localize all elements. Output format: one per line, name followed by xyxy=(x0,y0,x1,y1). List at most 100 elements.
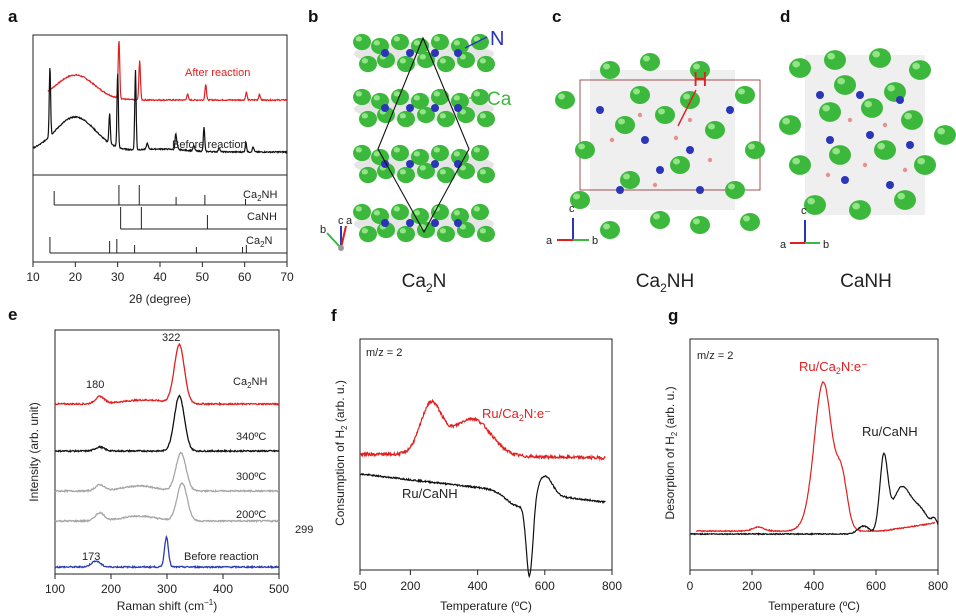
ca-atom xyxy=(471,144,489,162)
canh-crystal-structure xyxy=(779,48,956,220)
panel-g-x-axis-label: Temperature (ºC) xyxy=(768,599,860,613)
n-atom xyxy=(866,131,874,139)
panel-f: f m/z = 2 Ru/Ca2N:e⁻ Ru/CaNH 50 200 400 600… xyxy=(331,306,622,613)
panel-f-label: f xyxy=(331,306,337,325)
ca2n-unit-cell xyxy=(377,36,470,234)
ca-atom-highlight xyxy=(683,93,690,100)
ca-atom-highlight xyxy=(827,52,836,60)
x-tick-label: 0 xyxy=(687,579,694,593)
trace-label-340c: 340ºC xyxy=(236,431,266,443)
panel-e-x-ticks: 100 200 300 400 500 xyxy=(45,574,289,596)
ca-atom-highlight xyxy=(618,118,625,125)
ca-atom-highlight xyxy=(361,169,368,175)
ca-atom-highlight xyxy=(433,91,440,97)
h-atom xyxy=(707,157,713,163)
ca-atom xyxy=(735,86,755,104)
ca-atom xyxy=(789,155,811,175)
ca-atom xyxy=(391,144,409,162)
x-tick-label: 200 xyxy=(742,579,762,593)
ca2nh-cell-edge xyxy=(579,79,761,191)
ca-atom xyxy=(655,106,675,124)
panel-g: g m/z = 2 Ru/Ca2N:e⁻ Ru/CaNH 0 200 400 600 8… xyxy=(663,306,948,613)
ca-atom-highlight xyxy=(459,109,466,115)
ca-atom-highlight xyxy=(872,50,881,58)
n-atom xyxy=(886,181,894,189)
peak-173-label: 173 xyxy=(82,551,100,563)
x-tick-label: 10 xyxy=(26,270,40,284)
ca-atom xyxy=(894,190,916,210)
ca-atom-highlight xyxy=(399,169,406,175)
raman-trace xyxy=(54,394,280,454)
ca-atom xyxy=(640,53,660,71)
ca-atom-highlight xyxy=(393,206,400,212)
ref-label-canh: CaNH xyxy=(247,211,277,223)
x-tick-label: 600 xyxy=(866,579,886,593)
panel-e-label: e xyxy=(8,305,17,324)
x-tick-label: 400 xyxy=(468,579,488,593)
ca-atom-highlight xyxy=(453,151,460,157)
x-tick-label: 40 xyxy=(153,270,167,284)
ca-atom-highlight xyxy=(573,193,580,200)
ca-atom-highlight xyxy=(373,95,380,101)
x-tick-label: 100 xyxy=(45,582,65,596)
x-tick-label: 50 xyxy=(196,270,210,284)
ca-atom xyxy=(397,110,415,128)
ca-atom xyxy=(874,140,896,160)
ca-atom-highlight xyxy=(479,58,486,64)
ca-atom xyxy=(437,225,455,243)
n-atom xyxy=(381,219,389,227)
n-atom xyxy=(656,166,664,174)
n-atom xyxy=(381,104,389,112)
ca-atom xyxy=(353,33,371,51)
n-atom xyxy=(726,106,734,114)
h-pointer-arrow xyxy=(677,89,697,127)
ca-atom xyxy=(575,141,595,159)
ca-atom-highlight xyxy=(807,197,816,205)
panel-b-label: b xyxy=(308,7,318,26)
ca2n-crystal-structure xyxy=(353,33,495,243)
ca-atom xyxy=(431,144,449,162)
ca-atom-highlight xyxy=(373,151,380,157)
ca-atom-highlight xyxy=(473,36,480,42)
axis-b: b xyxy=(823,239,829,251)
canh-cell xyxy=(805,55,925,215)
n-atom xyxy=(406,104,414,112)
ca-atom-highlight xyxy=(708,123,715,130)
n-atom xyxy=(816,91,824,99)
ca-atom-highlight xyxy=(653,213,660,220)
x-tick-label: 800 xyxy=(602,579,622,593)
panel-c: c H c a b Ca2NH xyxy=(546,7,765,295)
n-atom xyxy=(454,104,462,112)
peak-322-label: 322 xyxy=(162,332,180,344)
ca-atom-highlight xyxy=(459,54,466,60)
ca-atom-highlight xyxy=(782,117,791,125)
ca-atom-highlight xyxy=(433,147,440,153)
n-atom xyxy=(686,146,694,154)
h-atom xyxy=(687,117,693,123)
n-atom xyxy=(454,219,462,227)
panel-e-x-axis-label: Raman shift (cm−1) xyxy=(117,598,217,613)
tpd-red-trace xyxy=(696,381,936,533)
ca-atom-highlight xyxy=(473,206,480,212)
n-atom xyxy=(616,186,624,194)
n-atom xyxy=(406,160,414,168)
before-reaction-label: Before reaction xyxy=(172,139,247,151)
ca-atom xyxy=(819,102,841,122)
x-tick-label: 300 xyxy=(157,582,177,596)
ca-atom-highlight xyxy=(558,93,565,100)
ca-atom-highlight xyxy=(917,157,926,165)
ca-atom-highlight xyxy=(728,183,735,190)
panel-e-y-axis-label: Intensity (arb. unit) xyxy=(27,402,41,501)
ca-atom xyxy=(909,60,931,80)
n-atom xyxy=(596,106,604,114)
ca-atom xyxy=(353,88,371,106)
h-atom xyxy=(652,182,658,188)
axis-c: c xyxy=(338,215,344,227)
ca-atom xyxy=(789,58,811,78)
ca-atom xyxy=(397,166,415,184)
x-tick-label: 800 xyxy=(928,579,948,593)
ca-atom xyxy=(359,225,377,243)
ca-atom-highlight xyxy=(361,113,368,119)
ca-atom-highlight xyxy=(904,112,913,120)
panel-g-black-label: Ru/CaNH xyxy=(862,424,918,439)
